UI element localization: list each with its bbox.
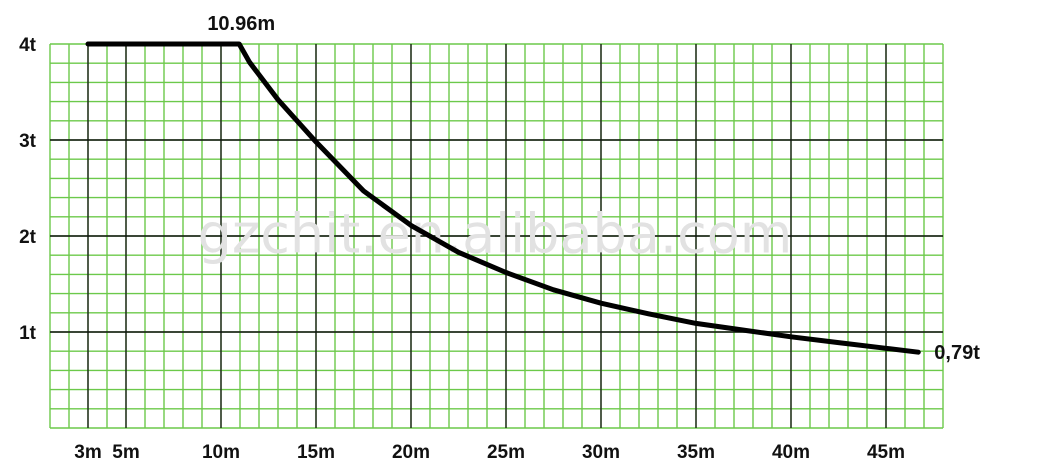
annotation-label: 0,79t [934,342,980,364]
annotation-label: 10.96m [207,13,275,35]
y-axis-ticks: 1t 2t 3t 4t [19,35,37,344]
x-tick-label: 30m [582,442,620,463]
series-group [85,41,921,355]
annotations: 10.96m 0,79t [207,13,980,364]
y-tick-label: 1t [19,323,37,344]
y-tick-label: 4t [19,35,37,56]
x-tick-label: 35m [677,442,715,463]
x-tick-label: 10m [202,442,240,463]
x-tick-label: 5m [112,442,139,463]
major-grid [50,44,943,428]
y-tick-label: 3t [19,131,37,152]
x-tick-label: 40m [772,442,810,463]
x-tick-label: 3m [74,442,101,463]
x-tick-label: 15m [297,442,335,463]
x-axis-ticks: 3m 5m 10m 15m 20m 25m 30m 35m 40m 45m [74,442,905,463]
x-tick-label: 25m [487,442,525,463]
y-tick-label: 2t [19,227,37,248]
x-tick-label: 20m [392,442,430,463]
series-line [85,41,921,355]
watermark: gzchit.en.alibaba.com [198,203,793,266]
x-tick-label: 45m [867,442,905,463]
